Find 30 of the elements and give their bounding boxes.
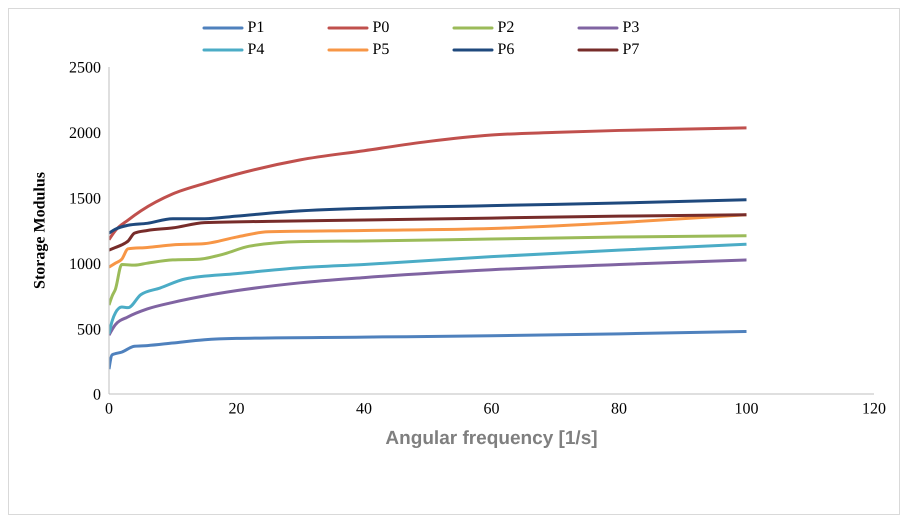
line-series	[109, 330, 748, 371]
legend-label: P5	[372, 41, 390, 59]
line-series	[109, 198, 748, 235]
line-series	[109, 242, 748, 336]
legend-label: P2	[498, 19, 514, 37]
x-tick-label: 60	[484, 400, 500, 418]
x-tick-label: 0	[105, 400, 113, 418]
line-series	[109, 126, 748, 242]
line-series	[109, 258, 748, 337]
x-axis-title: Angular frequency [1/s]	[385, 428, 598, 449]
legend-label: P1	[248, 19, 264, 37]
y-tick-label: 1500	[69, 190, 101, 208]
y-tick-label: 1000	[69, 256, 101, 273]
legend-label: P0	[372, 19, 390, 37]
legend-label: P3	[622, 19, 640, 37]
x-tick-label: 40	[356, 400, 372, 418]
x-tick-label: 120	[862, 400, 886, 418]
legend-label: P4	[248, 41, 264, 59]
y-tick-label: 2500	[69, 60, 101, 77]
legend-label: P7	[622, 41, 640, 59]
y-tick-label: 0	[93, 386, 101, 404]
y-tick-label: 500	[77, 321, 101, 338]
line-series	[109, 234, 748, 307]
y-tick-label: 2000	[69, 125, 101, 142]
x-tick-label: 100	[734, 400, 758, 418]
line-series	[109, 213, 748, 252]
x-tick-label: 80	[611, 400, 627, 418]
y-axis-title: Storage Modulus	[32, 172, 49, 289]
legend-label: P6	[498, 41, 514, 59]
x-tick-label: 20	[228, 400, 244, 418]
